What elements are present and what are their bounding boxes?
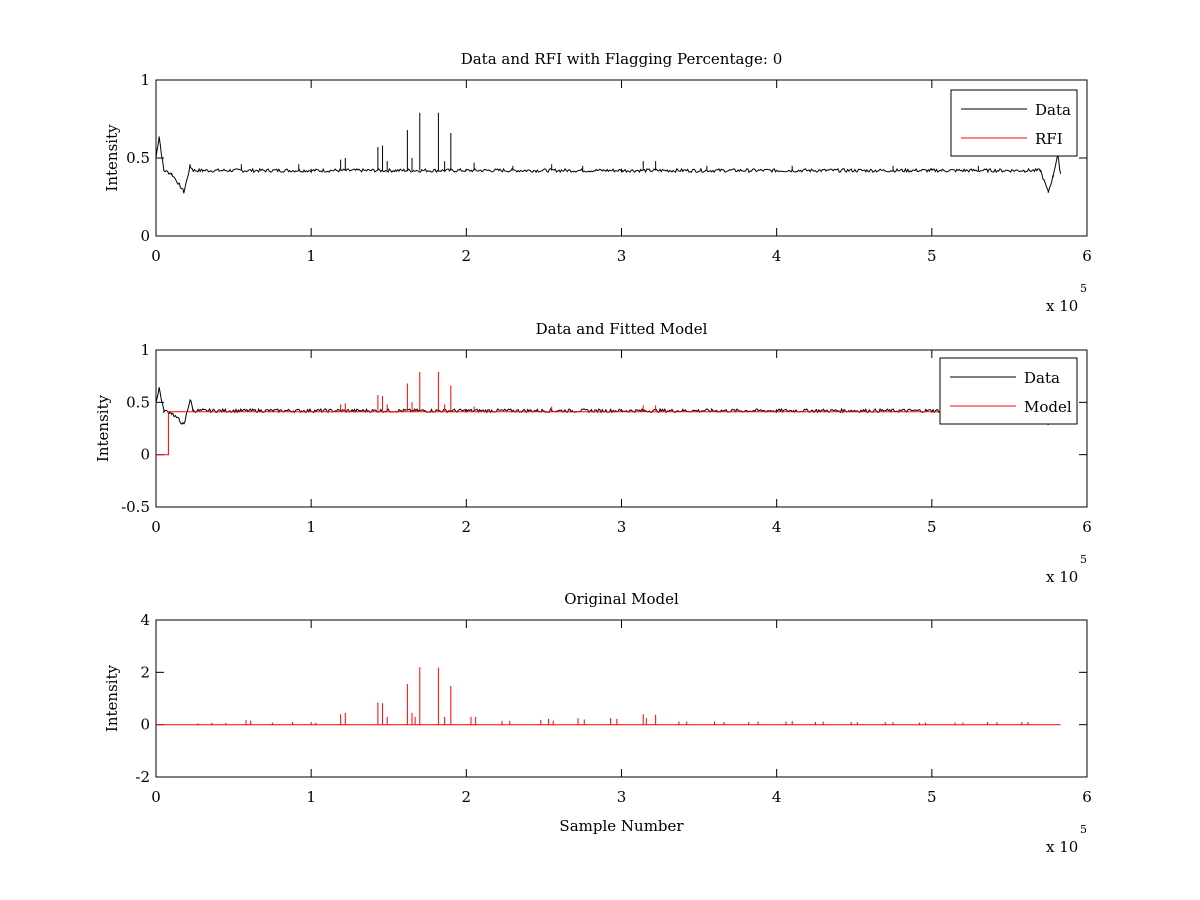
panel-1: Data and RFI with Flagging Percentage: 0… [103,50,1092,315]
x-tick-label: 3 [617,247,627,265]
y-tick-label: -2 [135,768,150,786]
x-multiplier: x 10 [1046,568,1078,586]
y-axis-label: Intensity [103,664,121,732]
x-tick-label: 2 [462,518,472,536]
x-tick-label: 2 [462,247,472,265]
chart-title: Data and RFI with Flagging Percentage: 0 [461,50,783,68]
x-multiplier: x 10 [1046,838,1078,856]
x-tick-label: 1 [306,518,316,536]
legend-entry: RFI [1035,130,1063,148]
x-tick-label: 6 [1082,518,1092,536]
legend: Data RFI [950,89,1078,157]
x-tick-label: 3 [617,788,627,806]
x-tick-label: 5 [927,247,937,265]
chart-title: Data and Fitted Model [536,320,708,338]
legend-box [939,357,1078,425]
y-tick-label: 2 [140,663,150,681]
x-tick-label: 0 [151,247,161,265]
y-axis-label: Intensity [94,394,112,462]
x-tick-label: 6 [1082,247,1092,265]
x-exponent: 5 [1080,282,1087,295]
x-axis-label: Sample Number [559,817,684,835]
x-tick-label: 4 [772,518,782,536]
y-tick-label: 0 [140,446,150,464]
y-axis-label: Intensity [103,124,121,192]
legend: Data Model [939,357,1078,425]
x-tick-label: 0 [151,788,161,806]
x-tick-label: 4 [772,247,782,265]
panel-2: Data and Fitted Model Intensity 0 1 2 3 4 5 6 -0.… [94,320,1092,586]
x-tick-label: 1 [306,788,316,806]
y-tick-label: 4 [140,611,150,629]
series-line-data [155,136,1062,194]
x-exponent: 5 [1080,823,1087,836]
series-line-model [156,411,1061,456]
x-tick-label: 2 [462,788,472,806]
x-tick-label: 5 [927,788,937,806]
y-tick-label: 0.5 [126,393,150,411]
x-tick-label: 1 [306,247,316,265]
chart-title: Original Model [564,590,679,608]
x-tick-label: 0 [151,518,161,536]
legend-entry: Model [1024,398,1072,416]
legend-box [950,89,1078,157]
x-tick-label: 3 [617,518,627,536]
plot-frame [155,349,1088,508]
y-tick-label: 0 [140,716,150,734]
x-tick-label: 4 [772,788,782,806]
x-multiplier: x 10 [1046,297,1078,315]
y-tick-label: 0 [140,227,150,245]
y-tick-label: 1 [140,341,150,359]
x-tick-label: 5 [927,518,937,536]
y-tick-label: -0.5 [121,498,150,516]
x-exponent: 5 [1080,553,1087,566]
x-tick-label: 6 [1082,788,1092,806]
legend-entry: Data [1035,101,1071,119]
plot-frame [155,619,1088,778]
legend-entry: Data [1024,369,1060,387]
y-tick-label: 1 [140,71,150,89]
y-tick-label: 0.5 [126,149,150,167]
plot-frame [155,79,1088,237]
